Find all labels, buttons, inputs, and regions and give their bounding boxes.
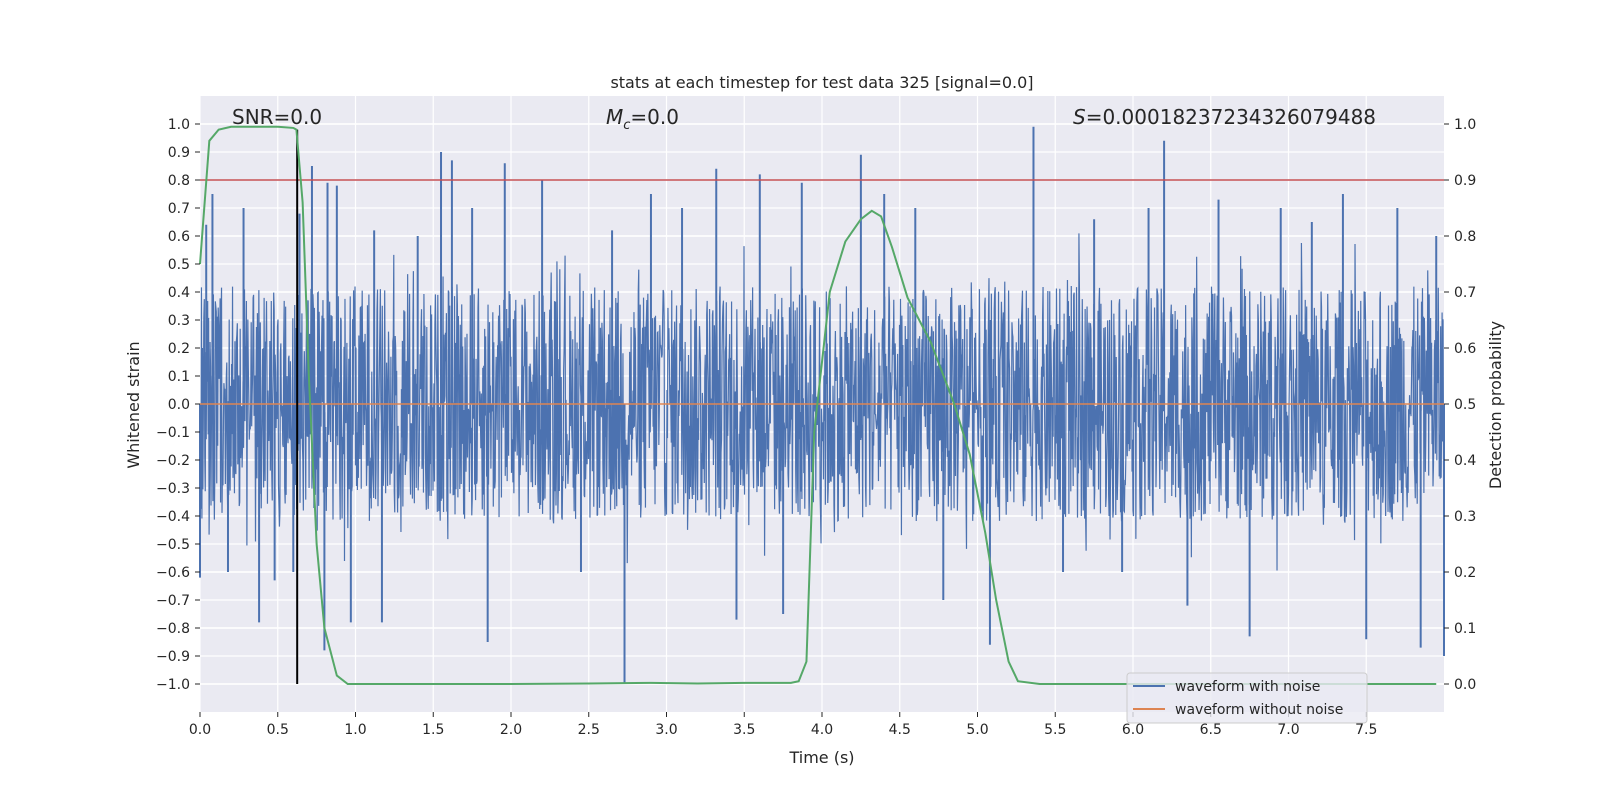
y-left-tick-label: −0.3 [156, 481, 190, 497]
y-right-tick-label: 0.9 [1454, 173, 1476, 189]
annotation-snr: SNR=0.0 [232, 105, 322, 129]
x-tick-label: 7.5 [1355, 722, 1377, 738]
y-right-tick-label: 0.1 [1454, 621, 1476, 637]
y-right-tick-label: 0.4 [1454, 453, 1476, 469]
y-left-tick-label: 0.4 [168, 285, 190, 301]
legend-label-clean: waveform without noise [1175, 702, 1343, 718]
y-left-tick-label: −0.7 [156, 593, 190, 609]
y-left-tick-label: −0.2 [156, 453, 190, 469]
x-tick-label: 4.0 [811, 722, 833, 738]
annotation-score: S=0.00018237234326079488 [1073, 105, 1376, 129]
y-left-tick-label: 0.8 [168, 173, 190, 189]
legend: waveform with noise waveform without noi… [1126, 672, 1368, 724]
x-tick-label: 3.0 [655, 722, 677, 738]
y-left-tick-label: 0.0 [168, 397, 190, 413]
annotation-mc-value: =0.0 [630, 105, 679, 129]
y-left-tick-label: 0.3 [168, 313, 190, 329]
y-left-tick-label: 1.0 [168, 117, 190, 133]
noise-series [199, 126, 1445, 684]
annotation-chirp-mass: Mc=0.0 [606, 105, 679, 133]
y-left-tick-label: −1.0 [156, 677, 190, 693]
x-tick-label: 2.0 [500, 722, 522, 738]
x-axis-label: Time (s) [788, 748, 854, 767]
x-tick-label: 1.5 [422, 722, 444, 738]
x-tick-label: 6.0 [1122, 722, 1144, 738]
annotation-s-symbol: S [1073, 105, 1086, 129]
y-left-tick-label: 0.9 [168, 145, 190, 161]
x-tick-label: 5.5 [1044, 722, 1066, 738]
y-right-tick-label: 1.0 [1454, 117, 1476, 133]
y-left-tick-label: 0.6 [168, 229, 190, 245]
y-left-tick-label: 0.5 [168, 257, 190, 273]
y-right-tick-label: 0.7 [1454, 285, 1476, 301]
y-left-tick-label: 0.2 [168, 341, 190, 357]
y-right-tick-label: 0.2 [1454, 565, 1476, 581]
series-noisy-waveform [199, 233, 1445, 571]
x-tick-label: 4.5 [889, 722, 911, 738]
annotation-mc-sub: c [623, 118, 630, 133]
y-left-tick-label: 0.1 [168, 369, 190, 385]
y-left-tick-label: 0.7 [168, 201, 190, 217]
x-tick-label: 5.0 [966, 722, 988, 738]
series-detection-probability [199, 125, 1437, 685]
x-tick-label: 0.5 [267, 722, 289, 738]
x-tick-label: 1.0 [344, 722, 366, 738]
y-right-tick-label: 0.8 [1454, 229, 1476, 245]
x-tick-label: 2.5 [578, 722, 600, 738]
axes: 0.0 0.5 1.0 1.5 2.0 2.5 3.0 3.5 4.0 4.5 5.0 5.5 6.0 6… [156, 117, 1476, 738]
legend-box [1126, 672, 1368, 724]
y-left-tick-label: −0.6 [156, 565, 190, 581]
y-left-tick-label: −0.1 [156, 425, 190, 441]
overlay-lines [199, 125, 1444, 685]
y-left-tick-label: −0.8 [156, 621, 190, 637]
x-tick-label: 6.5 [1200, 722, 1222, 738]
y-axis-label-right: Detection probability [1486, 321, 1505, 489]
chart-title: stats at each timestep for test data 325… [610, 73, 1033, 92]
x-tick-label: 3.5 [733, 722, 755, 738]
annotation-mc-symbol: M [606, 105, 623, 129]
legend-label-noise: waveform with noise [1175, 679, 1320, 695]
annotation-s-value: =0.00018237234326079488 [1086, 105, 1376, 129]
y-left-tick-label: −0.9 [156, 649, 190, 665]
y-right-tick-label: 0.3 [1454, 509, 1476, 525]
y-left-tick-label: −0.4 [156, 509, 190, 525]
y-right-tick-label: 0.6 [1454, 341, 1476, 357]
y-right-tick-label: 0.0 [1454, 677, 1476, 693]
y-right-tick-label: 0.5 [1454, 397, 1476, 413]
y-axis-label-left: Whitened strain [124, 341, 143, 468]
x-tick-label: 7.0 [1277, 722, 1299, 738]
y-left-tick-label: −0.5 [156, 537, 190, 553]
x-tick-label: 0.0 [189, 722, 211, 738]
